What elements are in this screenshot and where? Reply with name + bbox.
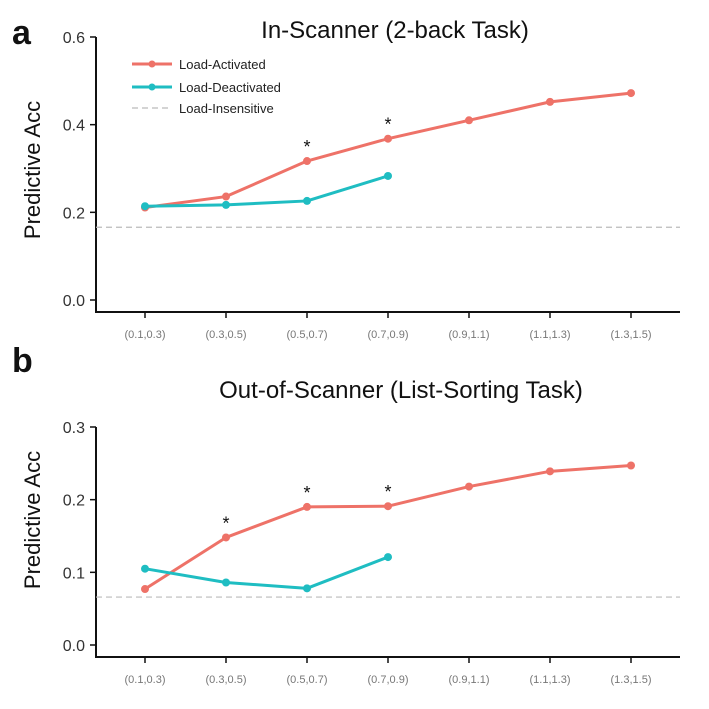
legend-marker-load-activated [148,60,156,68]
data-point-load-activated [627,461,635,470]
y-tick-label: 0.0 [63,293,85,310]
data-point-load-activated [384,502,392,511]
x-tick-label: (0.1,0.3) [125,674,166,686]
data-point-load-activated [141,585,149,594]
y-tick-label: 0.1 [63,565,85,582]
significance-marker: * [384,115,391,135]
x-tick-label: (1.1,1.3) [530,674,571,686]
panel-a: a In-Scanner (2-back Task) Predictive Ac… [12,14,680,341]
legend-label-load-insensitive: Load-Insensitive [179,101,274,116]
data-point-load-deactivated [303,196,311,205]
x-tick-label: (0.5,0.7) [287,674,328,686]
y-tick-label: 0.4 [63,118,85,135]
data-point-load-activated [465,116,473,125]
y-tick-label: 0.3 [63,420,85,437]
significance-marker: * [303,137,310,157]
x-tick-label: (0.7,0.9) [368,674,409,686]
series-line-load-deactivated [144,555,389,590]
data-point-load-activated [627,89,635,98]
x-tick-label: (0.1,0.3) [125,329,166,341]
significance-marker: * [384,482,391,502]
data-point-load-activated [222,533,230,542]
legend-marker-load-deactivated [148,83,156,91]
data-point-load-activated [303,502,311,511]
y-tick-label: 0.2 [63,205,85,222]
chart-title: Out-of-Scanner (List-Sorting Task) [219,377,583,404]
data-point-load-deactivated [384,553,392,562]
panel-b: b Out-of-Scanner (List-Sorting Task) Pre… [12,342,680,686]
chart-title: In-Scanner (2-back Task) [261,17,529,44]
data-point-load-deactivated [303,584,311,593]
data-point-load-deactivated [141,564,149,573]
data-point-load-deactivated [141,202,149,211]
y-tick-label: 0.0 [63,638,85,655]
x-tick-label: (0.3,0.5) [206,329,247,341]
x-tick-label: (0.9,1.1) [449,674,490,686]
significance-marker: * [222,513,229,533]
data-point-load-activated [303,157,311,166]
legend: Load-Activated Load-Deactivated Load-Ins… [132,57,281,116]
x-tick-label: (0.5,0.7) [287,329,328,341]
data-point-load-activated [222,192,230,201]
x-tick-label: (0.3,0.5) [206,674,247,686]
data-point-load-activated [546,467,554,476]
legend-label-load-deactivated: Load-Deactivated [179,80,281,95]
data-point-load-deactivated [222,578,230,587]
x-tick-label: (1.1,1.3) [530,329,571,341]
x-tick-label: (1.3,1.5) [611,329,652,341]
y-tick-label: 0.6 [63,30,85,47]
y-axis-label: Predictive Acc [20,451,45,589]
panel-letter: a [12,14,32,52]
y-axis-label: Predictive Acc [20,101,45,239]
x-tick-label: (1.3,1.5) [611,674,652,686]
data-point-load-activated [384,134,392,143]
series-line-load-deactivated [144,174,389,208]
data-point-load-activated [465,482,473,491]
y-tick-label: 0.2 [63,493,85,510]
significance-marker: * [303,483,310,503]
panel-letter: b [12,342,33,380]
legend-label-load-activated: Load-Activated [179,57,266,72]
data-point-load-deactivated [384,171,392,180]
data-point-load-deactivated [222,200,230,209]
x-tick-label: (0.7,0.9) [368,329,409,341]
data-point-load-activated [546,97,554,106]
x-tick-label: (0.9,1.1) [449,329,490,341]
